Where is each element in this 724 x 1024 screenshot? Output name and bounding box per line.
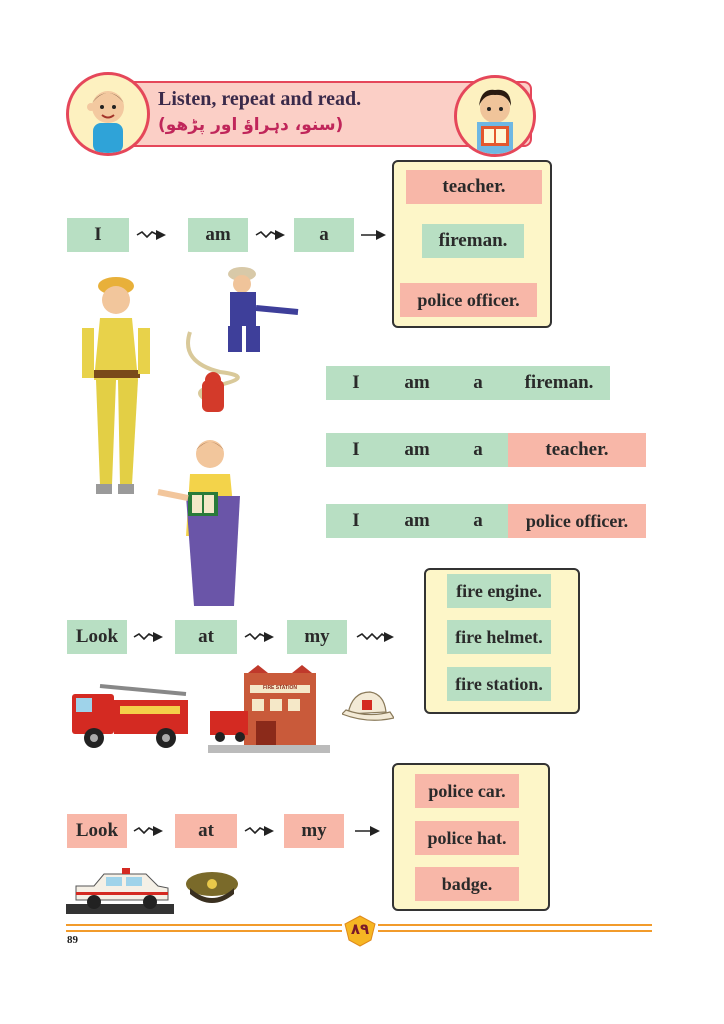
fireman-illustration [186,267,299,412]
word-box-a: a [294,218,354,252]
option-fire-helmet: fire helmet. [447,620,551,654]
sentence-word: fireman. [508,366,610,400]
page-number: 89 [67,934,78,946]
fire-station-illustration [208,665,330,753]
fire-station-sign: FIRE STATION [263,685,297,691]
sentence-word: a [448,504,508,538]
word-box-am: am [188,218,248,252]
sentence-word: am [386,366,448,400]
option-police-car: police car. [415,774,519,808]
word-box-at-police: at [175,814,237,848]
fire-helmet-illustration [342,691,394,721]
word-box-look-police: Look [67,814,127,848]
sentence-strip-2: I am a teacher. [326,433,646,467]
word-box-at: at [175,620,237,654]
sentence-word: police officer. [508,504,646,538]
page-number-badge [344,915,376,947]
police-car-illustration [66,868,174,914]
police-hat-illustration [186,872,238,903]
sentence-word: a [448,366,508,400]
arrow-icon [133,632,163,642]
sentence-strip-1: I am a fireman. [326,366,610,400]
urdu-page-number: ۸۹ [350,920,370,938]
option-badge: badge. [415,867,519,901]
arrow-icon [244,826,274,836]
arrow-icon [355,826,380,836]
sentence-word: I [326,433,386,467]
police-officer-illustration [82,277,150,494]
option-fire-engine: fire engine. [447,574,551,608]
option-police-officer: police officer. [400,283,537,317]
option-police-hat: police hat. [415,821,519,855]
arrow-icon [136,230,166,240]
banner-urdu-subtitle: (سنو، دہراؤ اور پڑھو) [158,115,344,135]
word-box-look: Look [67,620,127,654]
option-fire-station: fire station. [447,667,551,701]
word-box-i: I [67,218,129,252]
sentence-strip-3: I am a police officer. [326,504,646,538]
arrow-icon [255,230,285,240]
word-box-my-police: my [284,814,344,848]
sentence-word: I [326,366,386,400]
option-fireman: fireman. [422,224,524,258]
sentence-word: I [326,504,386,538]
arrow-icon [356,632,394,642]
arrow-icon [361,230,386,240]
sentence-word: teacher. [508,433,646,467]
reading-boy-avatar [454,75,536,157]
footer-line-left [66,924,342,932]
sentence-word: am [386,433,448,467]
listening-boy-avatar [66,72,150,156]
option-teacher: teacher. [406,170,542,204]
arrow-icon [244,632,274,642]
footer-line-right [378,924,652,932]
sentence-word: a [448,433,508,467]
fire-engine-illustration [72,684,188,748]
banner-title: Listen, repeat and read. [158,88,362,110]
sentence-word: am [386,504,448,538]
teacher-illustration [157,440,240,606]
word-box-my: my [287,620,347,654]
arrow-icon [133,826,163,836]
